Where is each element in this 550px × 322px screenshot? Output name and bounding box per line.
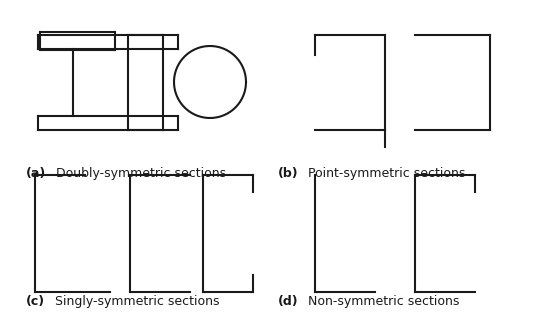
Text: Point-symmetric sections: Point-symmetric sections — [304, 167, 466, 180]
Text: Doubly-symmetric sections: Doubly-symmetric sections — [52, 167, 227, 180]
Text: Singly-symmetric sections: Singly-symmetric sections — [51, 295, 219, 308]
Text: (a): (a) — [26, 167, 46, 180]
Text: (d): (d) — [278, 295, 298, 308]
Text: (c): (c) — [26, 295, 45, 308]
Text: (b): (b) — [278, 167, 298, 180]
Text: Non-symmetric sections: Non-symmetric sections — [304, 295, 460, 308]
